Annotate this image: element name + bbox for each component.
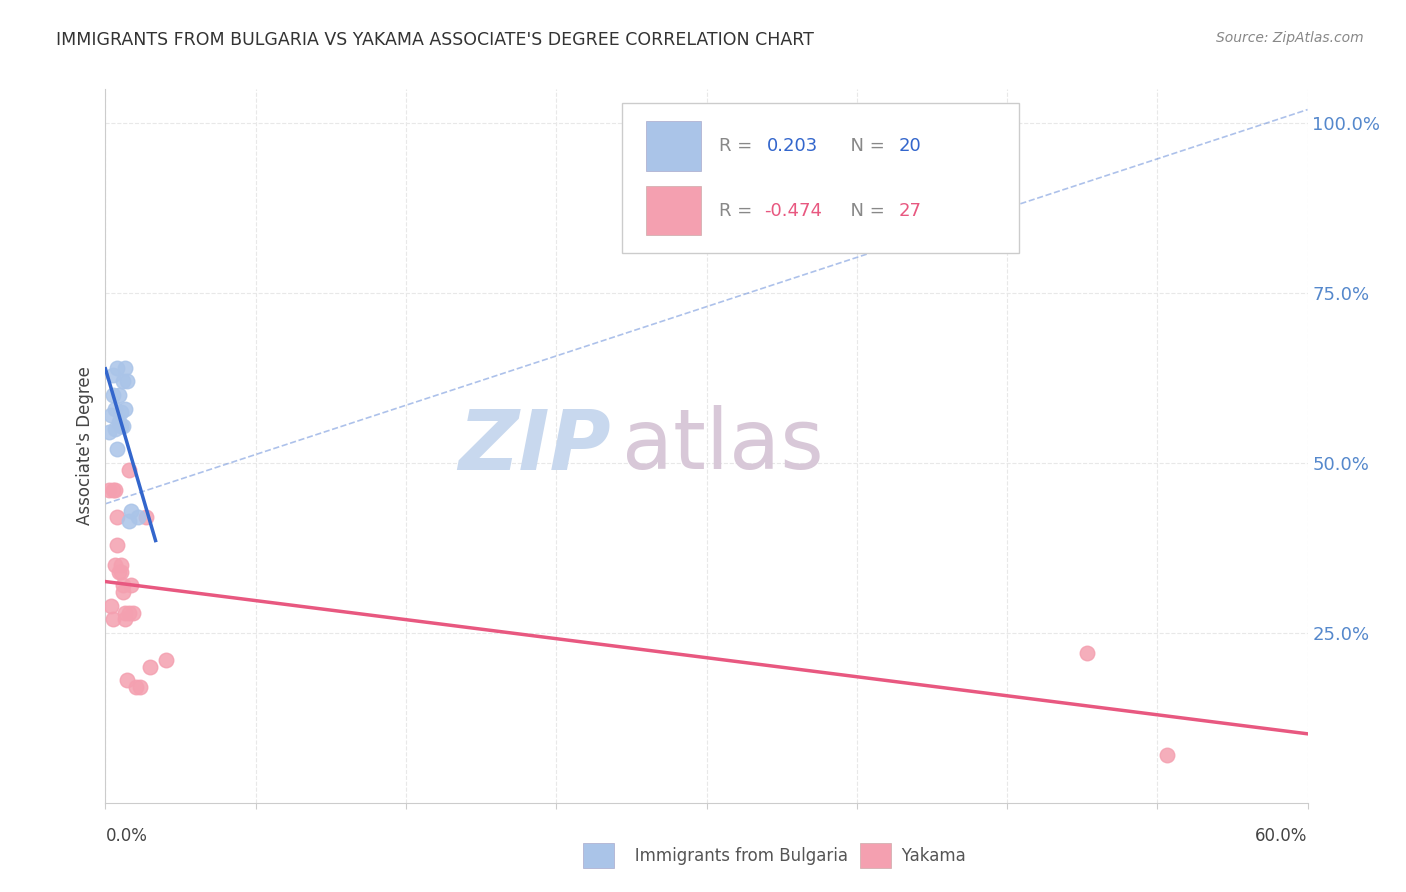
Point bbox=[118, 606, 141, 620]
Text: -0.474: -0.474 bbox=[765, 202, 823, 219]
Point bbox=[100, 409, 122, 423]
Point bbox=[112, 418, 135, 433]
FancyBboxPatch shape bbox=[647, 121, 700, 171]
Point bbox=[1156, 748, 1178, 763]
Point bbox=[110, 405, 132, 419]
Point bbox=[104, 401, 127, 416]
Point bbox=[103, 612, 125, 626]
Point bbox=[98, 483, 121, 498]
Point bbox=[108, 415, 131, 429]
Point bbox=[110, 418, 132, 433]
Text: ZIP: ZIP bbox=[458, 406, 610, 486]
Point bbox=[107, 442, 129, 457]
Point bbox=[114, 606, 136, 620]
Text: 0.203: 0.203 bbox=[766, 137, 818, 155]
Point bbox=[108, 388, 131, 402]
Text: R =: R = bbox=[718, 137, 758, 155]
Y-axis label: Associate's Degree: Associate's Degree bbox=[76, 367, 94, 525]
Point bbox=[121, 503, 143, 517]
Point bbox=[135, 510, 157, 524]
Point bbox=[107, 510, 129, 524]
Point bbox=[127, 510, 149, 524]
Point bbox=[117, 673, 139, 688]
Point bbox=[107, 360, 129, 375]
Text: Yakama: Yakama bbox=[886, 847, 966, 864]
Point bbox=[128, 680, 150, 694]
Point bbox=[138, 660, 160, 674]
Point bbox=[107, 537, 129, 551]
Text: 60.0%: 60.0% bbox=[1256, 827, 1308, 845]
Point bbox=[108, 565, 131, 579]
Text: 27: 27 bbox=[898, 202, 922, 219]
Point bbox=[112, 375, 135, 389]
Bar bbox=[583, 843, 614, 868]
Point bbox=[110, 558, 132, 572]
Text: 0.0%: 0.0% bbox=[105, 827, 148, 845]
Text: R =: R = bbox=[718, 202, 758, 219]
Point bbox=[110, 565, 132, 579]
Point bbox=[98, 425, 121, 440]
Point bbox=[118, 463, 141, 477]
Point bbox=[114, 360, 136, 375]
Point bbox=[112, 585, 135, 599]
Point bbox=[114, 401, 136, 416]
Point bbox=[112, 578, 135, 592]
FancyBboxPatch shape bbox=[647, 186, 700, 235]
Point bbox=[1076, 646, 1098, 660]
Text: 20: 20 bbox=[898, 137, 921, 155]
Text: N =: N = bbox=[839, 137, 890, 155]
Point bbox=[103, 483, 125, 498]
Text: Immigrants from Bulgaria: Immigrants from Bulgaria bbox=[619, 847, 848, 864]
Point bbox=[114, 612, 136, 626]
Point bbox=[104, 483, 127, 498]
Text: Source: ZipAtlas.com: Source: ZipAtlas.com bbox=[1216, 31, 1364, 45]
Bar bbox=[860, 843, 891, 868]
Point bbox=[100, 599, 122, 613]
Point bbox=[122, 606, 145, 620]
Text: atlas: atlas bbox=[623, 406, 824, 486]
Point bbox=[104, 422, 127, 436]
FancyBboxPatch shape bbox=[623, 103, 1019, 253]
Point bbox=[103, 388, 125, 402]
Text: IMMIGRANTS FROM BULGARIA VS YAKAMA ASSOCIATE'S DEGREE CORRELATION CHART: IMMIGRANTS FROM BULGARIA VS YAKAMA ASSOC… bbox=[56, 31, 814, 49]
Text: N =: N = bbox=[839, 202, 890, 219]
Point bbox=[103, 368, 125, 382]
Point bbox=[104, 558, 127, 572]
Point bbox=[155, 653, 177, 667]
Point bbox=[124, 680, 146, 694]
Point bbox=[117, 375, 139, 389]
Point bbox=[121, 578, 143, 592]
Point bbox=[118, 514, 141, 528]
